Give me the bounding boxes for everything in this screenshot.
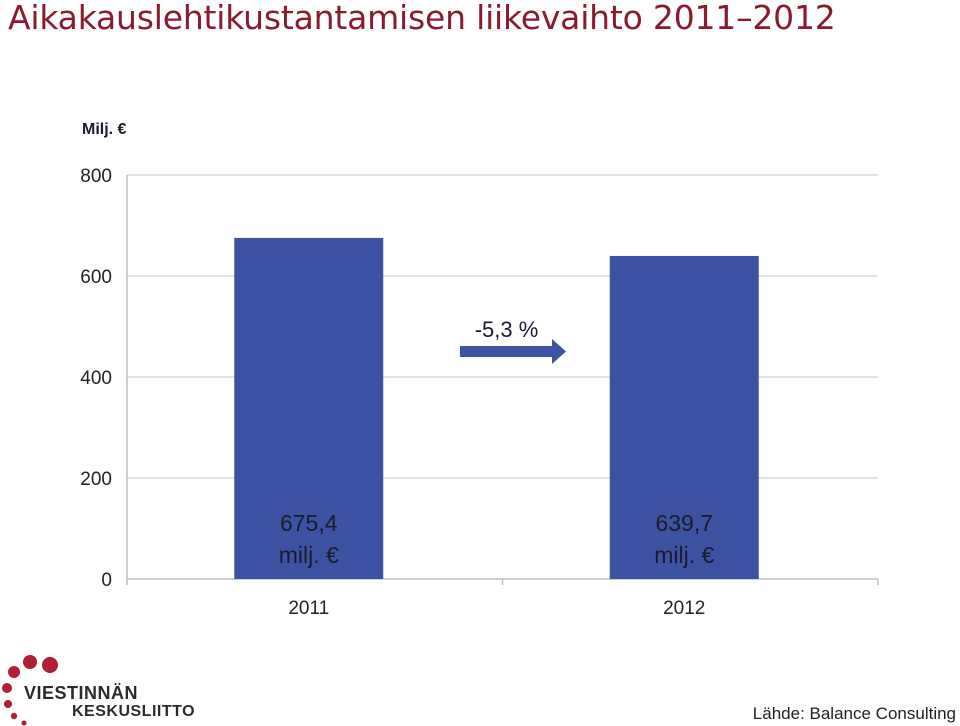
y-tick-label: 600 bbox=[80, 267, 112, 288]
y-tick-label: 0 bbox=[101, 570, 112, 591]
page-title: Aikakauslehtikustantamisen liikevaihto 2… bbox=[8, 0, 836, 37]
y-tick-label: 800 bbox=[80, 166, 112, 187]
source-note: Lähde: Balance Consulting bbox=[752, 704, 956, 723]
data-label-value: 675,4 bbox=[280, 510, 338, 536]
logo-dots-icon bbox=[2, 655, 58, 726]
viestinnan-keskusliitto-logo: VIESTINNÄN KESKUSLIITTO bbox=[2, 655, 195, 726]
logo-line-2: KESKUSLIITTO bbox=[72, 703, 195, 720]
y-unit-label: Milj. € bbox=[82, 121, 127, 138]
data-label-unit: milj. € bbox=[279, 542, 339, 568]
x-tick-label: 2012 bbox=[663, 598, 705, 619]
logo-line-1: VIESTINNÄN bbox=[24, 683, 138, 703]
data-label-value: 639,7 bbox=[655, 510, 713, 536]
y-tick-label: 200 bbox=[80, 469, 112, 490]
change-annotation: -5,3 % bbox=[475, 317, 539, 342]
y-tick-label: 400 bbox=[80, 368, 112, 389]
right-arrow-icon bbox=[460, 339, 566, 364]
data-label-unit: milj. € bbox=[654, 542, 714, 568]
bar-2012 bbox=[609, 255, 759, 579]
bar-2011 bbox=[234, 237, 384, 579]
x-tick-label: 2011 bbox=[288, 598, 329, 619]
bar-chart: 0 200 400 600 800 2011 675,4 milj. € 2012 639,7 mi… bbox=[80, 166, 879, 619]
